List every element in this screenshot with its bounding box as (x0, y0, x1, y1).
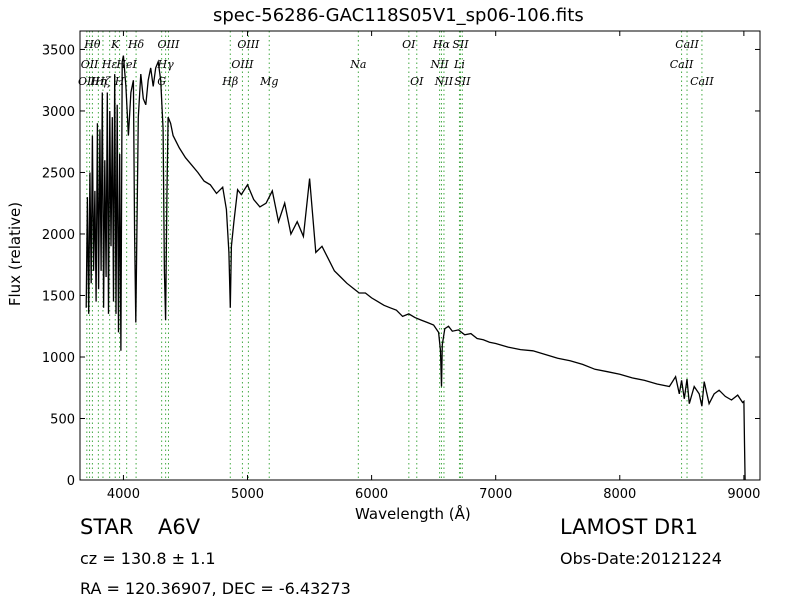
marker-label: G (157, 75, 166, 88)
axis-ticks: 4000 5000 6000 7000 8000 9000 0 500 1000 1500 2000… (42, 31, 760, 502)
marker-label: NII (429, 58, 449, 71)
marker-label: Hα (432, 38, 451, 51)
x-tick-label: 4000 (107, 487, 140, 502)
y-tick-label: 0 (67, 474, 75, 489)
marker-label: Hζ (94, 75, 112, 88)
marker-label: OI (410, 75, 424, 88)
marker-label: NII (434, 75, 454, 88)
y-tick-label: 3000 (42, 105, 75, 120)
object-subclass: A6V (158, 515, 201, 539)
x-tick-label: 5000 (231, 487, 264, 502)
marker-label: K (110, 38, 120, 51)
y-tick-label: 500 (50, 412, 75, 427)
survey-name: LAMOST DR1 (560, 515, 699, 539)
chart-title: spec-56286-GAC118S05V1_sp06-106.fits (213, 5, 584, 26)
marker-label: OIII (237, 38, 260, 51)
redshift-cz: cz = 130.8 ± 1.1 (80, 549, 216, 568)
marker-label: CaII (670, 58, 694, 71)
marker-label: CaII (675, 38, 699, 51)
y-tick-label: 2000 (42, 228, 75, 243)
marker-label: Hη (89, 75, 107, 88)
marker-label: Mg (259, 75, 278, 88)
marker-label: OII (81, 58, 99, 71)
marker-label: Li (453, 58, 465, 71)
marker-label: SII (452, 38, 469, 51)
marker-label: Na (349, 58, 366, 71)
marker-label: SII (454, 75, 471, 88)
marker-label: Hγ (157, 58, 175, 71)
marker-label: Hδ (127, 38, 145, 51)
marker-label: H (114, 75, 125, 88)
y-axis-label: Flux (relative) (6, 201, 25, 307)
marker-label: CaII (690, 75, 714, 88)
y-tick-label: 2500 (42, 166, 75, 181)
ra-dec: RA = 120.36907, DEC = -6.43273 (80, 579, 351, 598)
object-class: STAR (80, 515, 134, 539)
obs-date: Obs-Date:20121224 (560, 549, 722, 568)
x-tick-label: 6000 (355, 487, 388, 502)
marker-label: OII (78, 75, 96, 88)
y-tick-label: 1000 (42, 351, 75, 366)
marker-label: OIII (231, 58, 254, 71)
spectrum-line (85, 55, 746, 481)
plot-frame (79, 30, 761, 481)
y-tick-label: 3500 (42, 43, 75, 58)
marker-label: HeI (115, 58, 137, 71)
marker-label: Hβ (221, 75, 238, 88)
x-tick-label: 7000 (479, 487, 512, 502)
marker-label: Hθ (83, 38, 101, 51)
line-markers (86, 31, 703, 480)
y-tick-label: 1500 (42, 289, 75, 304)
x-axis-label: Wavelength (Å) (355, 505, 471, 523)
marker-label: Hε (101, 58, 118, 71)
marker-label: OIII (157, 38, 180, 51)
x-tick-label: 8000 (603, 487, 636, 502)
marker-label: OI (402, 38, 416, 51)
x-tick-label: 9000 (727, 487, 760, 502)
